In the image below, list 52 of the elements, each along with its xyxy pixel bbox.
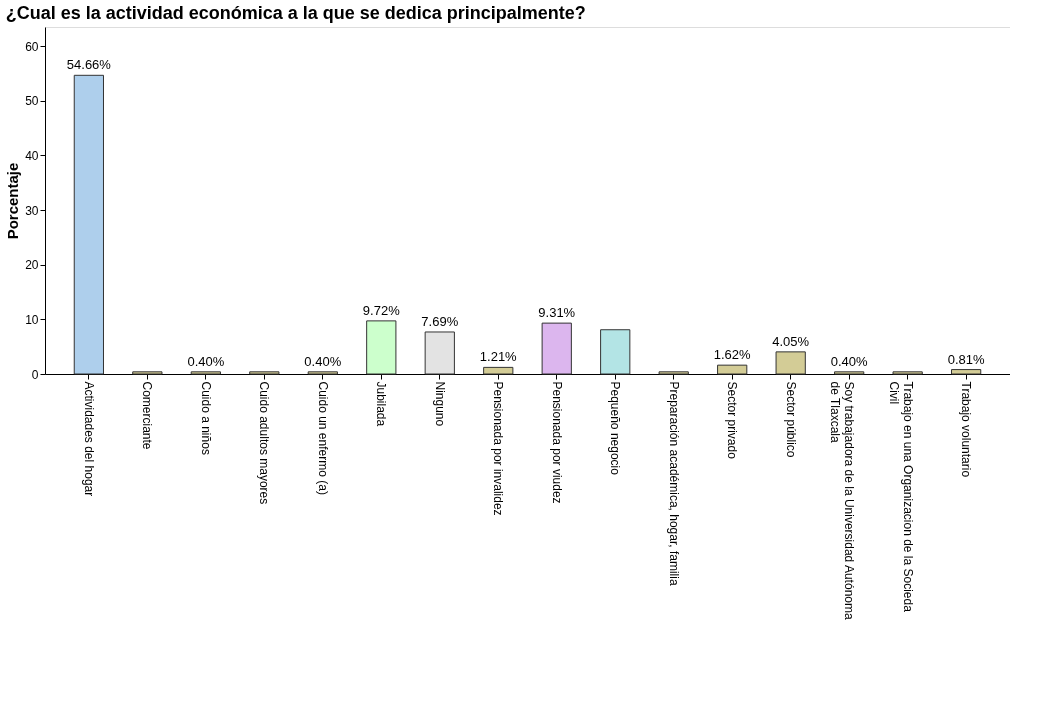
data-label: 9.31% (538, 305, 576, 321)
x-tick-label: Trabajo en una Organizacion de la Socieda Civil (886, 381, 915, 613)
bar (424, 331, 455, 375)
x-tick-label: Cuido un enfermo (a) (315, 381, 330, 495)
bar (600, 329, 631, 375)
bar (775, 351, 806, 375)
x-tick-label: Sector privado (725, 381, 740, 460)
x-tick-label: Pensionada por invalidez (491, 381, 506, 516)
data-label: 0.40% (830, 353, 869, 369)
x-tick-label: Preparación académica, hogar, familia (666, 381, 681, 586)
x-tick-label: Jubilada (374, 381, 389, 427)
data-label: 0.40% (304, 353, 342, 369)
bar (658, 371, 689, 375)
data-label: 4.05% (772, 333, 810, 349)
data-label: 0.40% (187, 353, 225, 369)
bar (834, 371, 865, 375)
data-label: 1.62% (713, 347, 752, 363)
x-tick-label: Cuido a niños (198, 381, 213, 455)
bar (249, 371, 280, 375)
x-tick-label: Pensionada por viudez (549, 381, 564, 504)
x-tick-label: Comerciante (140, 381, 155, 450)
y-tick-label: 60 (25, 39, 39, 54)
x-tick-label: Soy trabajadora de la Universidad Autónoma de Tlaxcala (828, 381, 857, 620)
x-tick-label: Ninguno (432, 381, 447, 427)
y-tick-label: 20 (25, 258, 39, 273)
bar (892, 371, 923, 375)
bar (73, 74, 104, 375)
y-tick-label: 50 (25, 94, 39, 109)
bar (541, 322, 572, 375)
data-label: 7.69% (421, 313, 459, 329)
bar (132, 371, 163, 375)
x-tick-label: Pequeño negocio (608, 381, 623, 476)
y-tick-label: 30 (25, 203, 39, 218)
x-tick-label: Trabajo voluntario (959, 381, 974, 478)
x-tick-label: Sector público (783, 381, 798, 458)
bar (190, 371, 221, 375)
x-tick-label: Cuido adultos mayores (257, 381, 272, 505)
y-axis-title: Porcentaje (4, 162, 22, 240)
chart-title: ¿Cual es la actividad económica a la que se dedica principalmente? (5, 3, 586, 23)
bar (366, 320, 397, 375)
bar (951, 369, 982, 375)
bar (483, 366, 514, 375)
data-label: 54.66% (66, 57, 112, 73)
bar (717, 364, 748, 375)
y-tick-label: 10 (25, 312, 39, 327)
data-label: 1.21% (479, 349, 518, 365)
data-label: 9.72% (362, 302, 401, 318)
y-tick-label: 0 (31, 367, 39, 382)
bar (307, 371, 338, 375)
y-tick-label: 40 (25, 148, 39, 163)
x-tick-label: Actividades del hogar (81, 381, 96, 497)
data-label: 0.81% (947, 351, 985, 367)
